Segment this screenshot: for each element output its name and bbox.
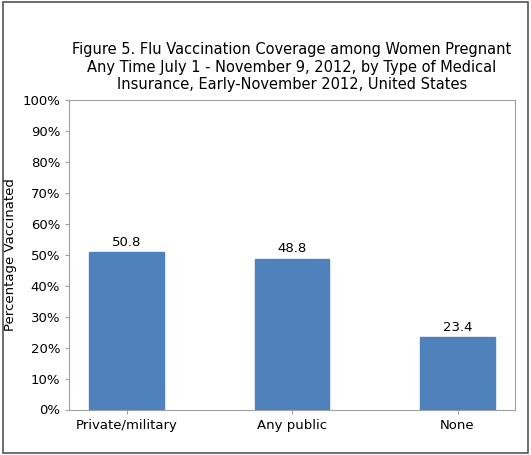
Title: Figure 5. Flu Vaccination Coverage among Women Pregnant
Any Time July 1 - Novemb: Figure 5. Flu Vaccination Coverage among… — [72, 42, 512, 92]
Text: 50.8: 50.8 — [112, 236, 141, 249]
Y-axis label: Percentage Vaccinated: Percentage Vaccinated — [4, 178, 16, 331]
Bar — [421, 337, 495, 410]
Bar — [89, 253, 164, 410]
Text: 48.8: 48.8 — [277, 243, 307, 255]
Bar — [255, 258, 329, 410]
Text: 23.4: 23.4 — [443, 321, 472, 334]
